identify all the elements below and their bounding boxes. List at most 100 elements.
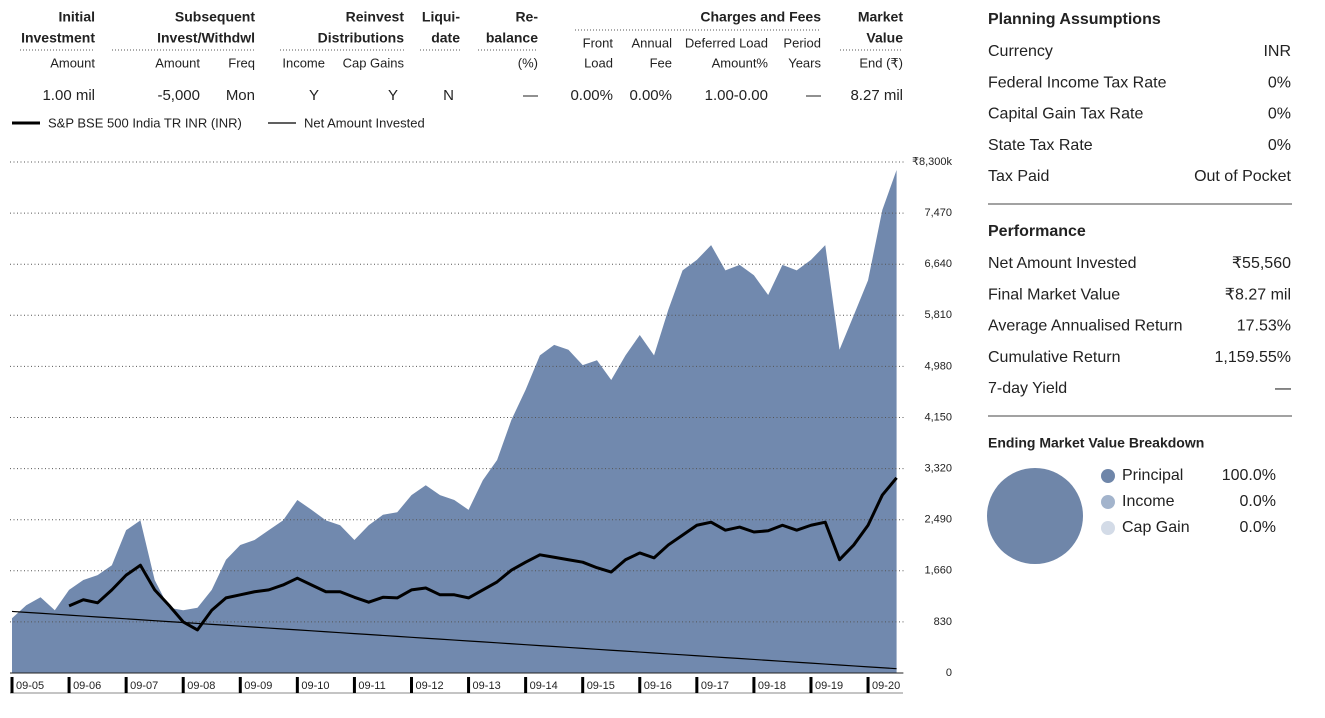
column-value: Mon (226, 87, 255, 104)
row-value: 0% (1268, 106, 1291, 123)
row-value: Out of Pocket (1194, 168, 1291, 185)
x-tick-label: 09-07 (130, 680, 158, 692)
column-title: date (431, 30, 460, 46)
column-label: Freq (228, 55, 255, 70)
legend-label: Net Amount Invested (304, 115, 425, 130)
row-label: Currency (988, 43, 1053, 60)
column-title: Invest/Withdwl (157, 30, 255, 46)
x-tick-label: 09-13 (473, 680, 501, 692)
column-label: Amount (155, 55, 200, 70)
column-title: Initial (58, 9, 95, 25)
column-value: -5,000 (157, 87, 200, 104)
x-tick-label: 09-05 (16, 680, 44, 692)
y-tick-label: 7,470 (924, 207, 952, 219)
legend-dot (1101, 521, 1115, 535)
x-tick-label: 09-18 (758, 680, 786, 692)
y-tick-label: 5,810 (924, 309, 952, 321)
column-value: 0.00% (570, 87, 613, 104)
y-tick-label: 1,660 (924, 565, 952, 577)
column-title: Charges and Fees (700, 9, 821, 25)
column-label: Annual (632, 35, 673, 50)
column-title: Investment (21, 30, 95, 46)
row-value: 1,159.55% (1214, 349, 1291, 366)
panel-title: Planning Assumptions (988, 11, 1161, 28)
row-label: Final Market Value (988, 286, 1120, 303)
area (12, 170, 897, 674)
column-label: (%) (518, 55, 538, 70)
legend-label: S&P BSE 500 India TR INR (INR) (48, 115, 242, 130)
value-label: 0.0% (1240, 493, 1276, 510)
column-title: Re- (515, 9, 538, 25)
x-tick-label: 09-19 (815, 680, 843, 692)
column-label: Amount (50, 55, 95, 70)
row-label: Capital Gain Tax Rate (988, 106, 1143, 123)
column-label: End (₹) (859, 55, 903, 70)
series-line (11, 610, 897, 670)
legend-label: Income (1122, 493, 1175, 510)
series-line (68, 476, 898, 632)
y-tick-label: 4,150 (924, 411, 952, 423)
y-tick-label: 2,490 (924, 514, 952, 526)
row-label: Tax Paid (988, 168, 1049, 185)
row-label: Federal Income Tax Rate (988, 74, 1167, 91)
y-tick-label: 3,320 (924, 463, 952, 475)
x-tick-label: 09-15 (587, 680, 615, 692)
column-label: Fee (650, 55, 672, 70)
column-title: Value (866, 30, 903, 46)
column-value: 1.00-0.00 (705, 87, 768, 104)
row-label: State Tax Rate (988, 137, 1093, 154)
pie-title: Ending Market Value Breakdown (988, 435, 1204, 451)
x-tick-label: 09-12 (415, 680, 443, 692)
value-label: 100.0% (1222, 467, 1276, 484)
x-tick-label: 09-17 (701, 680, 729, 692)
column-label: Amount% (712, 55, 769, 70)
row-value: — (1275, 380, 1291, 397)
row-value: ₹8.27 mil (1225, 286, 1291, 303)
column-title: balance (486, 30, 538, 46)
column-label: Years (788, 55, 821, 70)
row-value: 0% (1268, 74, 1291, 91)
column-value: Y (388, 87, 398, 104)
column-value: 8.27 mil (850, 87, 903, 104)
row-label: Cumulative Return (988, 349, 1121, 366)
column-value: — (523, 87, 538, 104)
column-value: Y (309, 87, 319, 104)
row-value: ₹55,560 (1232, 255, 1291, 272)
row-label: 7-day Yield (988, 380, 1067, 397)
x-tick-label: 09-14 (530, 680, 558, 692)
pie-slice (987, 468, 1083, 564)
column-title: Reinvest (346, 9, 405, 25)
row-value: INR (1263, 43, 1291, 60)
x-tick-label: 09-20 (872, 680, 900, 692)
legend-dot (1101, 469, 1115, 483)
row-value: 17.53% (1237, 318, 1291, 335)
y-tick-label: 0 (946, 667, 952, 679)
y-tick-label: 830 (934, 616, 952, 628)
row-label: Net Amount Invested (988, 255, 1137, 272)
column-label: Period (783, 35, 821, 50)
header-separators (20, 29, 903, 51)
column-value: 1.00 mil (42, 87, 95, 104)
column-label: Income (282, 55, 325, 70)
x-tick-label: 09-06 (73, 680, 101, 692)
column-title: Liqui- (422, 9, 460, 25)
column-label: Load (584, 55, 613, 70)
y-tick-label: ₹8,300k (912, 156, 953, 168)
panel-title: Performance (988, 223, 1086, 240)
x-tick-label: 09-11 (358, 680, 385, 692)
column-title: Market (858, 9, 903, 25)
column-value: 0.00% (629, 87, 672, 104)
column-value: — (806, 87, 821, 104)
column-label: Cap Gains (343, 55, 405, 70)
row-value: 0% (1268, 137, 1291, 154)
row-label: Average Annualised Return (988, 318, 1183, 335)
x-tick-label: 09-09 (244, 680, 272, 692)
column-title: Subsequent (175, 9, 255, 25)
legend-dot (1101, 495, 1115, 509)
column-value: N (443, 87, 454, 104)
legend-label: Cap Gain (1122, 519, 1190, 536)
column-label: Front (583, 35, 614, 50)
x-tick-label: 09-10 (301, 680, 329, 692)
column-label: Deferred Load (685, 35, 768, 50)
